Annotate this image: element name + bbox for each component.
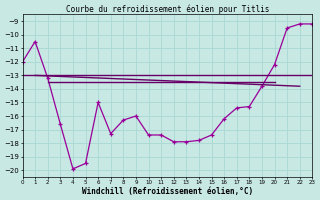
X-axis label: Windchill (Refroidissement éolien,°C): Windchill (Refroidissement éolien,°C)	[82, 187, 253, 196]
Title: Courbe du refroidissement éolien pour Titlis: Courbe du refroidissement éolien pour Ti…	[66, 4, 269, 14]
